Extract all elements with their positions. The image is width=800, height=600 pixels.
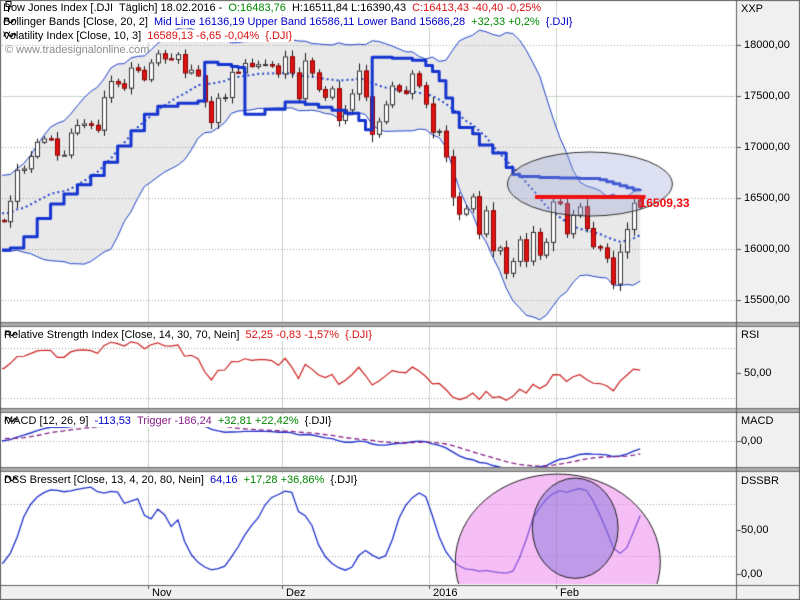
time-axis[interactable] bbox=[0, 585, 800, 600]
price-annotation-label: 16509,33 bbox=[639, 196, 690, 211]
price-axis[interactable] bbox=[737, 0, 800, 585]
